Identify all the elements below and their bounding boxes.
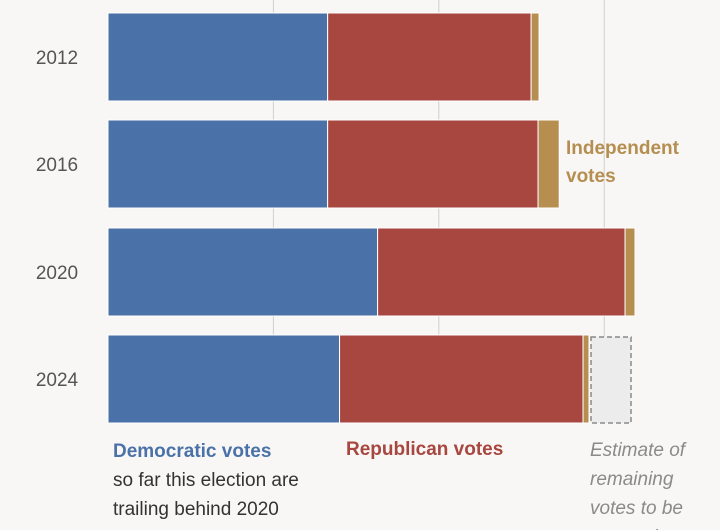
y-tick-label: 2024	[36, 370, 79, 391]
estimate-bar	[590, 336, 632, 424]
legend-label: Independent votes	[566, 138, 684, 187]
bar	[327, 119, 539, 209]
bar	[339, 334, 584, 424]
bar	[327, 12, 532, 102]
bar	[377, 227, 626, 317]
bar	[530, 12, 540, 102]
y-tick-label: 2012	[36, 48, 78, 69]
bar	[107, 12, 329, 102]
bar	[107, 334, 341, 424]
legend-label: Republican votes	[346, 439, 503, 460]
bar	[537, 119, 560, 209]
bar	[107, 119, 329, 209]
legend-label: Democratic votes	[113, 441, 271, 462]
y-tick-label: 2016	[36, 155, 78, 176]
note: so far this election are trailing behind…	[113, 470, 304, 530]
bar	[624, 227, 636, 317]
y-tick-label: 2020	[36, 263, 78, 284]
legend-label: Estimate of remaining votes to be counte…	[590, 440, 690, 530]
bar	[107, 227, 379, 317]
bar	[582, 334, 590, 424]
